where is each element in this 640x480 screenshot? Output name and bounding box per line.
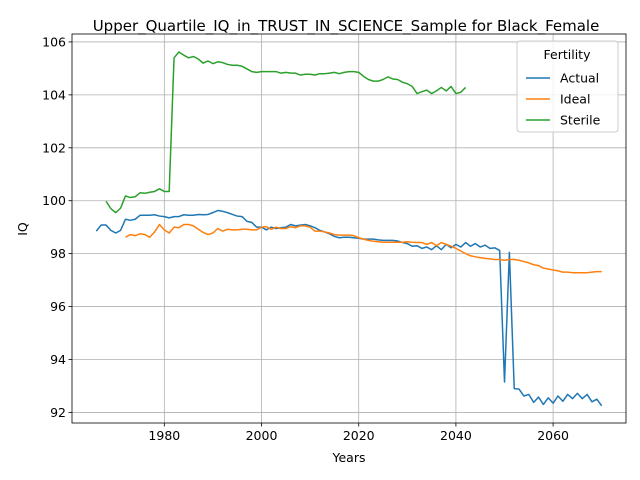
y-tick-label: 100 xyxy=(42,193,66,208)
legend-label-actual: Actual xyxy=(560,71,599,86)
y-tick-label: 94 xyxy=(50,352,66,367)
chart-title: Upper_Quartile_IQ_in_TRUST_IN_SCIENCE_Sa… xyxy=(93,17,600,36)
y-tick-label: 98 xyxy=(50,246,66,261)
y-tick-label: 96 xyxy=(50,299,66,314)
legend-title: Fertility xyxy=(544,47,592,62)
x-tick-label: 2060 xyxy=(537,428,569,443)
series-lines xyxy=(95,51,603,407)
x-tick-label: 2020 xyxy=(343,428,375,443)
series-line-actual xyxy=(95,209,603,407)
plot-frame xyxy=(71,33,627,424)
x-tick-label: 2040 xyxy=(440,428,472,443)
x-tick-label: 2000 xyxy=(246,428,278,443)
legend-label-ideal: Ideal xyxy=(560,92,590,107)
grid xyxy=(72,34,626,423)
legend: Fertility Actual Ideal Sterile xyxy=(516,40,619,133)
y-tick-label: 106 xyxy=(42,34,66,49)
x-tick-label: 1980 xyxy=(148,428,180,443)
series-line-ideal xyxy=(125,223,602,274)
y-axis-label: IQ xyxy=(15,222,30,236)
y-tick-label: 92 xyxy=(50,405,66,420)
y-tick-label: 104 xyxy=(42,87,66,102)
y-tick-label: 102 xyxy=(42,140,66,155)
axis-ticks: 1980 2000 2020 2040 2060 92 94 96 98 100 102 104 106 xyxy=(42,34,569,443)
legend-box xyxy=(516,40,619,133)
series-line-sterile xyxy=(105,51,467,214)
x-axis-label: Years xyxy=(332,450,366,465)
legend-label-sterile: Sterile xyxy=(560,113,601,128)
